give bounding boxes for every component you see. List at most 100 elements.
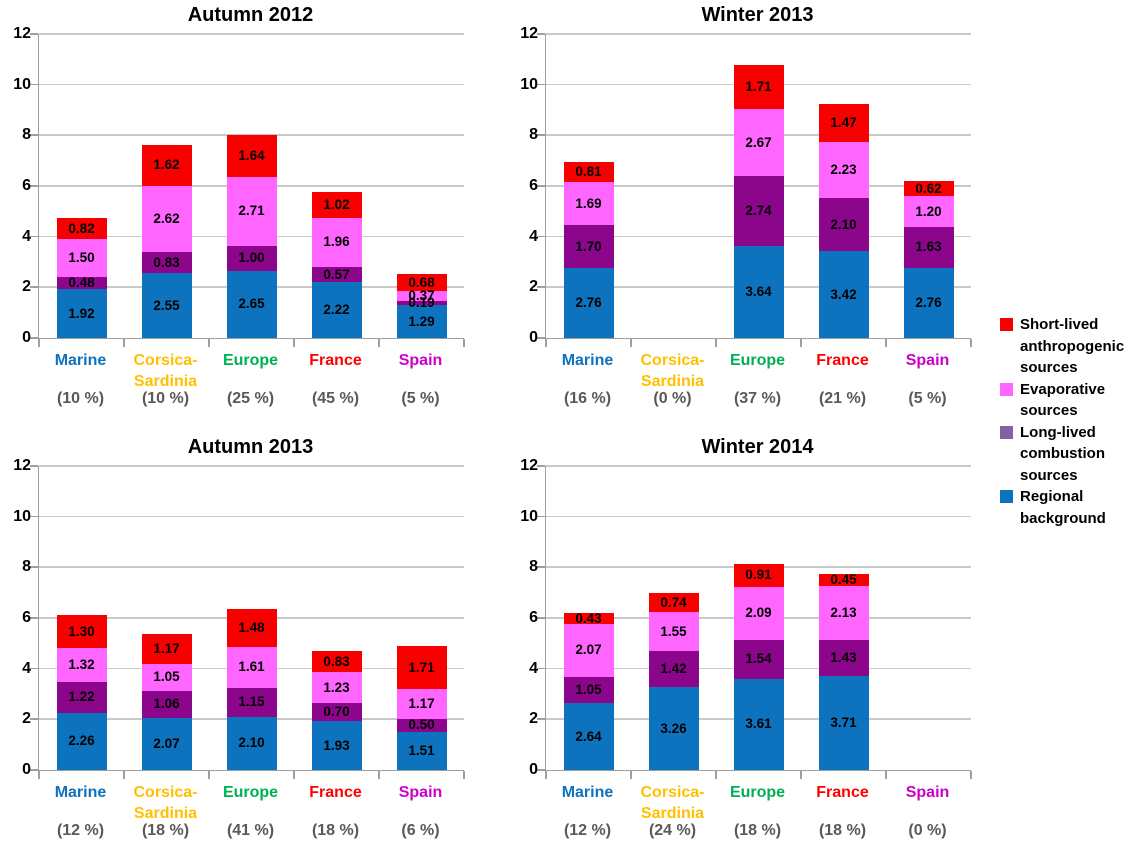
y-axis-tick xyxy=(30,235,38,238)
bar-segment xyxy=(733,245,784,338)
percentage-label: (24 %) xyxy=(648,822,697,839)
y-axis-tick xyxy=(30,286,38,288)
bar-value-label: 1.43 xyxy=(830,649,857,665)
bar-value-label: 1.55 xyxy=(660,623,687,639)
category-label: France xyxy=(309,784,362,801)
y-axis-tick-label: 12 xyxy=(13,25,31,42)
bar-segment xyxy=(141,664,192,691)
chart-winter-2013: Winter 2013 0 2 4 6 8 10 12 2.76 1.70 1.69 0.81 3.6… xyxy=(507,0,1012,425)
bar-value-label: 2.13 xyxy=(830,604,857,620)
bar-value-label: 2.10 xyxy=(830,216,857,232)
percentage-label: (21 %) xyxy=(818,390,867,407)
bar-segment xyxy=(56,681,107,713)
y-axis-tick xyxy=(30,134,38,136)
bar-segment xyxy=(563,225,614,269)
category-label: Corsica- Sardinia xyxy=(133,784,198,822)
y-axis-tick xyxy=(537,134,545,136)
y-axis-tick xyxy=(30,566,38,568)
bar-segment xyxy=(226,646,277,688)
x-axis-tick xyxy=(208,339,210,347)
bar-segment xyxy=(226,609,277,647)
bar-value-label: 1.22 xyxy=(68,689,95,705)
y-axis-tick-label: 4 xyxy=(22,227,31,245)
bar-value-label: 1.05 xyxy=(575,681,602,697)
y-axis-tick-label: 6 xyxy=(529,177,538,194)
category-label: Marine xyxy=(54,784,107,801)
y-axis-tick xyxy=(537,185,545,187)
bar-value-label: 0.19 xyxy=(408,294,435,310)
y-axis-tick xyxy=(537,566,545,568)
percentage-label: (12 %) xyxy=(56,822,105,839)
bar-value-label: 0.70 xyxy=(323,704,350,720)
percentage-label: (25 %) xyxy=(226,390,275,407)
bar-segment xyxy=(226,245,277,271)
percentage-label: (18 %) xyxy=(141,822,190,839)
bar-value-label: 1.50 xyxy=(68,250,95,266)
y-axis-tick xyxy=(30,769,38,771)
bar-segment xyxy=(396,719,447,732)
percentage-label: (10 %) xyxy=(56,390,105,407)
category-label: Corsica- Sardinia xyxy=(133,352,198,390)
gridline xyxy=(546,465,971,467)
y-axis-tick-label: 4 xyxy=(22,659,31,677)
bar-value-label: 2.10 xyxy=(238,735,265,751)
chart-winter-2014: Winter 2014 0 2 4 6 8 10 12 2.64 1.05 2.07 0.43 3.2… xyxy=(507,432,1012,857)
bar-value-label: 1.71 xyxy=(408,659,435,675)
y-axis-tick xyxy=(537,286,545,288)
bar-value-label: 1.93 xyxy=(323,737,350,753)
bar-value-label: 2.22 xyxy=(323,301,350,317)
category-label: Corsica- Sardinia xyxy=(640,352,705,390)
bar-segment xyxy=(141,273,192,338)
bar-segment xyxy=(56,615,107,649)
y-axis-tick xyxy=(537,83,545,86)
bar-segment xyxy=(56,239,107,278)
legend-item: Regional background xyxy=(1000,486,1144,529)
x-axis-tick xyxy=(38,771,40,779)
percentage-label: (5 %) xyxy=(401,390,440,407)
y-axis-tick xyxy=(30,718,38,720)
bar-segment xyxy=(311,651,362,673)
bar-value-label: 0.83 xyxy=(153,254,180,270)
gridline xyxy=(39,566,464,568)
x-axis-tick xyxy=(38,339,40,347)
gridline xyxy=(39,465,464,467)
y-axis-tick xyxy=(537,465,545,467)
y-axis-tick-label: 10 xyxy=(13,507,31,525)
bar-segment xyxy=(311,703,362,722)
y-axis-tick-label: 0 xyxy=(529,761,538,778)
gridline xyxy=(546,515,971,518)
y-axis-tick xyxy=(30,337,38,339)
category-label: France xyxy=(816,352,869,369)
category-label: France xyxy=(309,352,362,369)
bar-segment xyxy=(563,676,614,704)
bar-segment xyxy=(141,634,192,665)
y-axis-tick xyxy=(537,617,545,619)
percentage-label: (16 %) xyxy=(563,390,612,407)
y-axis-tick-label: 8 xyxy=(529,558,538,576)
bar-value-label: 3.42 xyxy=(830,286,857,302)
y-axis-tick xyxy=(537,515,545,518)
category-label: Spain xyxy=(398,784,443,801)
y-axis-tick xyxy=(537,718,545,720)
x-axis-tick xyxy=(463,339,465,347)
bar-segment xyxy=(903,268,954,338)
x-axis-tick xyxy=(885,771,887,779)
bar-value-label: 2.71 xyxy=(238,203,265,219)
x-axis-tick xyxy=(630,339,632,347)
category-label: Marine xyxy=(561,352,614,369)
category-label: France xyxy=(816,784,869,801)
bar-value-label: 0.57 xyxy=(323,266,350,282)
bar-segment xyxy=(733,65,784,109)
bar-value-label: 0.81 xyxy=(575,163,602,179)
bar-value-label: 2.09 xyxy=(745,605,772,621)
y-axis-tick xyxy=(30,617,38,619)
y-axis-tick-label: 8 xyxy=(529,126,538,144)
bar-value-label: 1.20 xyxy=(915,203,942,219)
bar-segment xyxy=(818,574,869,586)
bar-value-label: 2.76 xyxy=(915,295,942,311)
bar-value-label: 1.42 xyxy=(660,661,687,677)
y-axis-tick-label: 10 xyxy=(13,75,31,93)
bar-segment xyxy=(818,141,869,199)
y-axis-tick-label: 6 xyxy=(22,177,31,194)
bar-value-label: 1.51 xyxy=(408,742,435,758)
